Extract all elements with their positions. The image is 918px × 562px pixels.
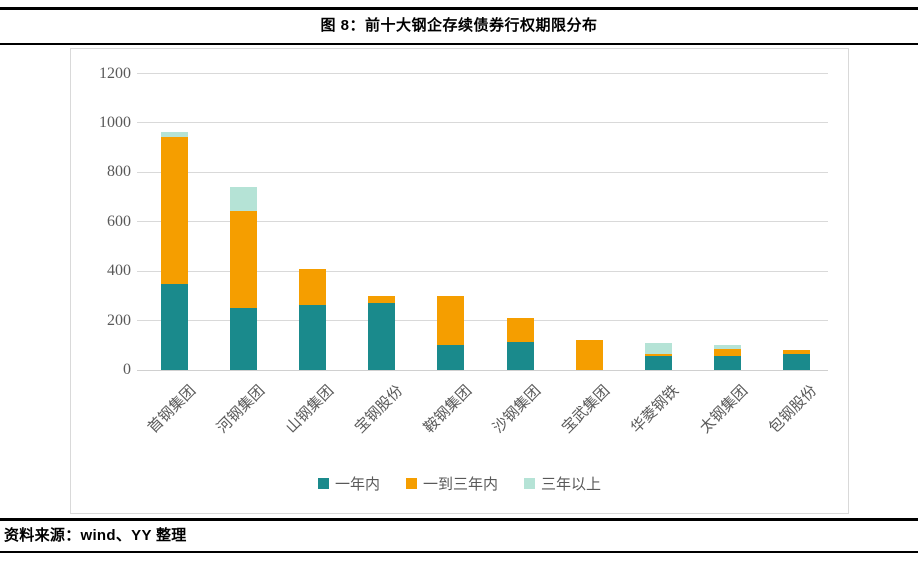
bar-segment — [368, 303, 396, 370]
bar-segment — [161, 136, 189, 284]
bar-segment — [575, 340, 603, 370]
x-category-label: 太钢集团 — [696, 381, 752, 437]
y-tick-label: 1000 — [99, 113, 131, 131]
bar-segment — [713, 356, 741, 370]
bar-segment — [506, 341, 534, 370]
legend-item: 一年内 — [317, 473, 380, 494]
legend-swatch-icon — [405, 478, 417, 489]
bar-segment — [782, 353, 810, 370]
legend-swatch-icon — [524, 478, 535, 489]
x-category-label: 包钢股份 — [765, 381, 821, 437]
y-tick-label: 400 — [107, 262, 131, 280]
gridline — [137, 122, 828, 124]
figure-title: 图 8：前十大钢企存续债券行权期限分布 — [320, 17, 598, 34]
title-divider — [0, 43, 918, 45]
gridline — [137, 171, 828, 173]
gridline — [137, 369, 828, 371]
bar-segment — [161, 131, 189, 137]
x-category-label: 宝武集团 — [558, 381, 614, 437]
y-tick-label: 1200 — [99, 64, 131, 82]
bar-segment — [506, 318, 534, 342]
x-category-label: 宝钢股份 — [350, 381, 407, 437]
bar-segment — [644, 356, 672, 370]
bar-segment — [713, 345, 741, 349]
legend-item: 三年以上 — [524, 473, 601, 494]
bar-segment — [437, 295, 465, 346]
y-tick-label: 600 — [107, 212, 131, 230]
bar-segment — [782, 350, 810, 354]
legend-item: 一到三年内 — [405, 473, 498, 494]
bar-segment — [437, 345, 465, 370]
x-category-label: 沙钢集团 — [489, 381, 545, 437]
legend-label: 三年以上 — [541, 475, 602, 493]
bar-segment — [644, 342, 672, 354]
plot-area: 0 200 400 600 800 1000 1200 首钢集团 河钢集团 山钢集团 宝钢股份 鞍钢集… — [99, 49, 828, 437]
x-category-label: 首钢集团 — [143, 381, 199, 437]
legend: 一年内 一到三年内 三年以上 — [71, 473, 848, 494]
y-tick-label: 200 — [107, 311, 131, 329]
bar-segment — [713, 348, 741, 357]
gridline — [137, 270, 828, 272]
y-tick-label: 800 — [107, 163, 131, 181]
bar-segment — [230, 210, 258, 309]
bar-segment — [299, 268, 327, 305]
legend-swatch-icon — [317, 478, 329, 489]
y-tick-label: 0 — [123, 361, 131, 378]
chart-panel: 0 200 400 600 800 1000 1200 首钢集团 河钢集团 山钢集团 宝钢股份 鞍钢集… — [70, 48, 849, 514]
bar-segment — [230, 308, 258, 370]
bar-segment — [299, 304, 327, 370]
source-note: 资料来源：wind、YY 整理 — [4, 527, 187, 544]
x-category-label: 河钢集团 — [212, 381, 268, 437]
bar-segment — [644, 353, 672, 357]
bar-segment — [368, 295, 396, 304]
bottom-rule — [0, 551, 918, 553]
bar-segment — [230, 187, 258, 211]
top-rule — [0, 7, 918, 10]
x-category-label: 山钢集团 — [281, 381, 337, 437]
gridline — [137, 73, 828, 74]
legend-label: 一年内 — [334, 475, 380, 493]
bar-segment — [161, 283, 189, 370]
gridline — [137, 221, 828, 223]
legend-label: 一到三年内 — [422, 475, 498, 493]
x-category-label: 鞍钢集团 — [419, 381, 476, 437]
source-divider — [0, 518, 918, 521]
gridline — [137, 320, 828, 322]
x-category-label: 华菱钢铁 — [627, 381, 683, 437]
